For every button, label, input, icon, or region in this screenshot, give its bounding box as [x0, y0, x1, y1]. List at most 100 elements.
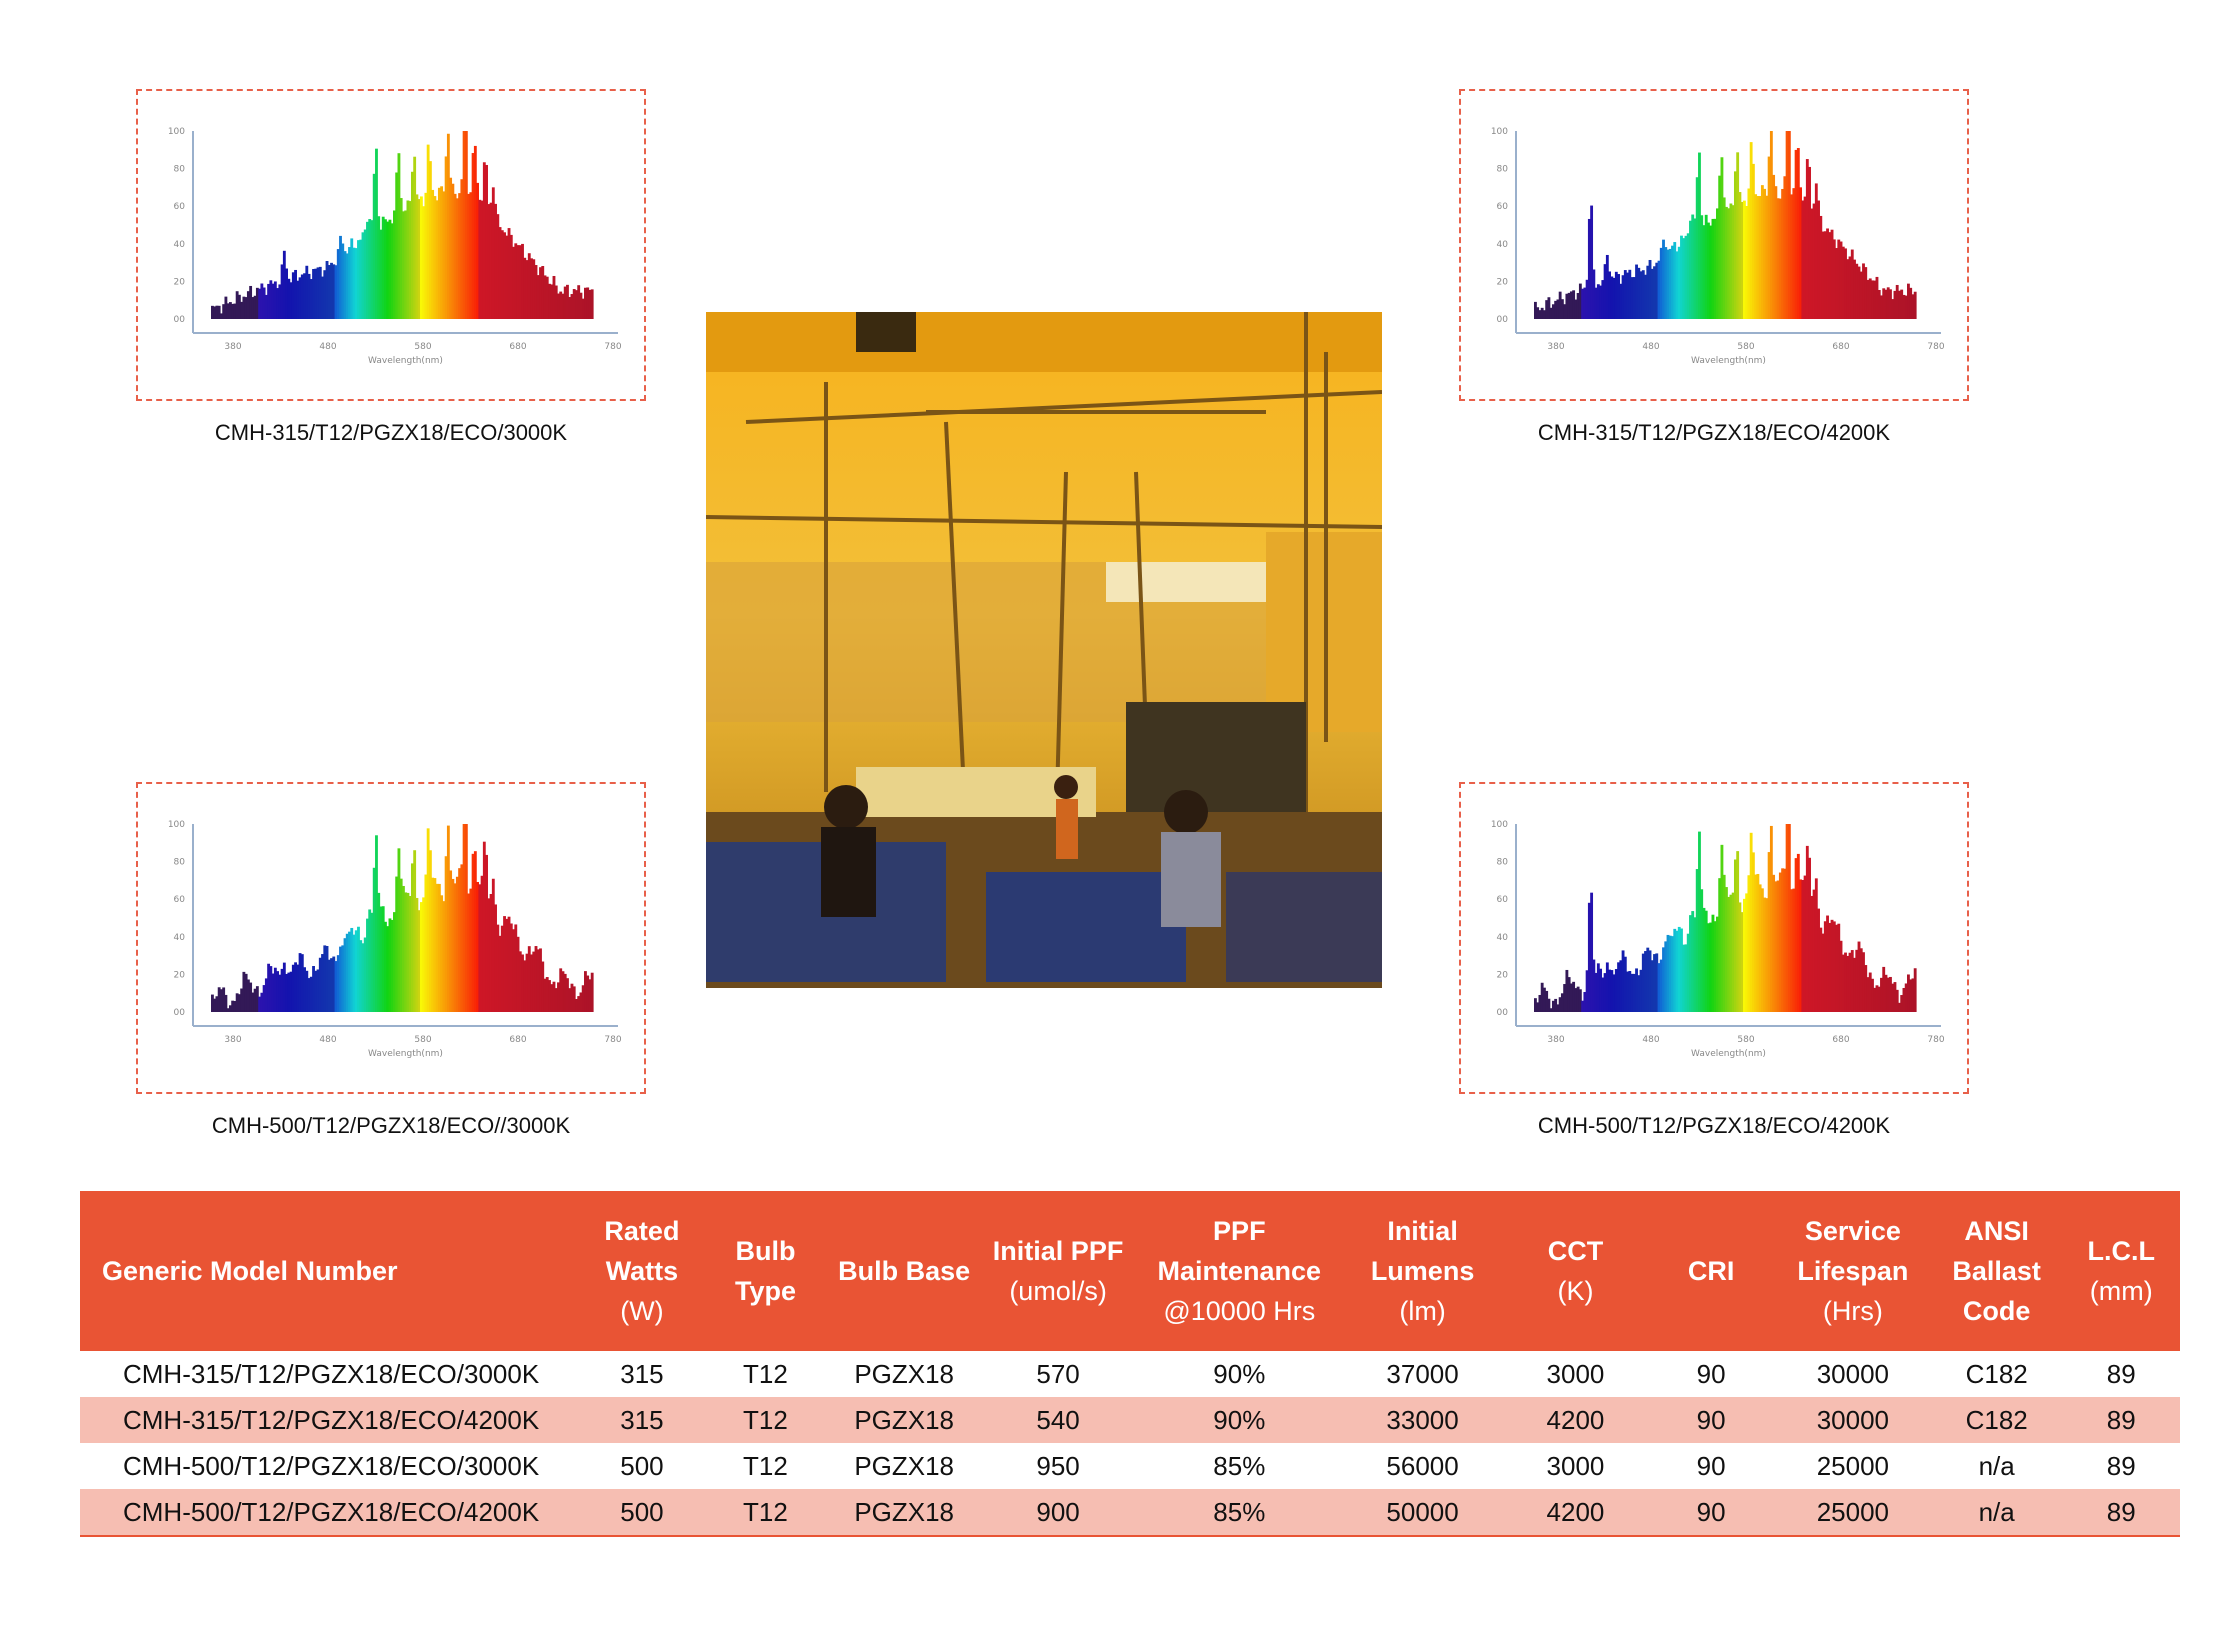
spectrum-bar: [1673, 928, 1677, 1012]
spectrum-bar: [321, 276, 324, 319]
spectrum-bar: [1898, 290, 1901, 319]
spectrum-bar: [1675, 930, 1679, 1012]
spectrum-bar: [539, 267, 542, 319]
spectrum-bar: [1898, 1002, 1901, 1012]
spectrum-bar: [417, 199, 421, 319]
spectrum-bar: [1646, 265, 1650, 319]
spectrum-bar: [348, 931, 351, 1012]
spectrum-bar: [440, 895, 444, 1012]
spectrum-bar: [211, 305, 214, 319]
spectrum-bar: [572, 289, 576, 319]
spectrum-bar: [1889, 289, 1892, 319]
spectrum-bar: [1864, 965, 1868, 1012]
spectrum-bar: [1909, 979, 1913, 1012]
spectrum-bar: [1671, 245, 1674, 319]
spectrum-bar: [1612, 974, 1616, 1012]
spectrum-bar: [375, 835, 378, 1012]
spectrum-bar: [588, 289, 592, 319]
spectrum-bar: [1767, 156, 1771, 319]
spectrum-bar: [1619, 283, 1623, 319]
spectrum-y-tick: 80: [174, 165, 186, 175]
spectrum-bar: [1871, 280, 1874, 319]
spectrum-bar: [514, 924, 518, 1012]
spectrum-bar: [1585, 970, 1589, 1012]
header-unit: @10000 Hrs: [1163, 1296, 1316, 1326]
spectrum-bar: [350, 238, 354, 319]
spectrum-bar: [271, 283, 275, 319]
spectrum-bar: [1799, 879, 1802, 1012]
spectrum-bar: [1803, 875, 1807, 1012]
spectrum-bar: [357, 926, 360, 1012]
spectrum-bar: [244, 973, 248, 1012]
spectrum-bar: [431, 877, 435, 1012]
spectrum-bar: [244, 297, 248, 319]
spectrum-bar: [1693, 218, 1697, 319]
spectrum-bar: [464, 824, 468, 1012]
spectrum-bar: [1745, 205, 1749, 319]
spectrum-bar: [276, 288, 280, 319]
cell-bulb-type: T12: [701, 1397, 830, 1443]
spectrum-bar: [1911, 294, 1915, 319]
spectrum-bar: [237, 994, 241, 1012]
spectrum-bar: [226, 1008, 230, 1012]
spectrum-bar: [1558, 291, 1562, 319]
spectrum-caption: CMH-500/T12/PGZX18/ECO/4200K: [1537, 1113, 1891, 1138]
spectrum-bar: [1902, 987, 1906, 1012]
spectrum-bar: [1668, 935, 1672, 1012]
spectrum-bar: [251, 297, 255, 319]
spectrum-bar: [496, 214, 500, 319]
spectrum-bar: [485, 854, 488, 1012]
cell-cri: 90: [1696, 1450, 1726, 1481]
spectrum-bars: [211, 131, 594, 319]
spectrum-bar: [303, 967, 306, 1012]
spectrum-bar: [1653, 954, 1656, 1012]
header-unit: (lm): [1399, 1296, 1446, 1326]
spectrum-bar: [1695, 177, 1699, 319]
spectrum-bar: [446, 825, 450, 1012]
spectrum-x-tick: 580: [414, 342, 431, 352]
spectrum-x-tick: 780: [1927, 342, 1944, 352]
cell-initial-ppf: 950: [1036, 1450, 1080, 1481]
spectrum-bar: [1785, 824, 1789, 1012]
spectrum-bar: [388, 918, 392, 1012]
spectrum-bar: [1749, 832, 1753, 1012]
header-label: PPF Maintenance: [1157, 1216, 1322, 1286]
spectrum-bar: [550, 284, 554, 319]
spectrum-bar: [1540, 307, 1544, 319]
spectrum-bar: [368, 909, 372, 1012]
spectrum-bar: [1718, 175, 1722, 319]
spectrum-bar: [307, 273, 311, 319]
spectrum-bar: [404, 210, 408, 319]
header-unit: (Hrs): [1822, 1296, 1883, 1326]
spectrum-bar: [1563, 984, 1567, 1012]
spectrum-bar: [1823, 231, 1827, 319]
spectrum-bar: [471, 153, 475, 319]
spectrum-bar: [242, 296, 246, 319]
spectrum-bar: [458, 193, 462, 319]
header-service-lifespan: Service Lifespan (Hrs): [1774, 1191, 1931, 1351]
spectrum-bar: [228, 1005, 232, 1012]
spectrum-bar: [1727, 896, 1731, 1012]
spectrum-bar: [341, 945, 345, 1012]
spectrum-bar: [1655, 953, 1659, 1012]
spectrum-bar: [1628, 269, 1632, 319]
spectrum-bar: [424, 192, 428, 319]
spectrum-bar: [1556, 1004, 1560, 1012]
spectrum-bar: [1540, 982, 1544, 1012]
spectrum-caption: CMH-315/T12/PGZX18/ECO/3000K: [214, 420, 568, 445]
spectrum-y-tick: 20: [1497, 970, 1509, 980]
spectrum-bar: [1545, 300, 1549, 319]
spectrum-x-tick: 380: [224, 1035, 241, 1045]
cell-ballast-code: n/a: [1930, 1489, 2063, 1537]
cell-bulb-base: PGZX18: [829, 1397, 980, 1443]
spectrum-bar: [516, 245, 520, 319]
spectrum-bar: [444, 156, 448, 319]
spectrum-bar: [345, 933, 349, 1012]
spectrum-bar: [1853, 259, 1856, 319]
spectrum-bar: [1704, 214, 1708, 319]
spectrum-bar: [1639, 271, 1643, 319]
spectrum-bar: [480, 200, 484, 319]
spectrum-bar: [1698, 152, 1701, 319]
spectrum-bar: [1722, 197, 1726, 319]
spectrum-bar: [1812, 203, 1816, 319]
